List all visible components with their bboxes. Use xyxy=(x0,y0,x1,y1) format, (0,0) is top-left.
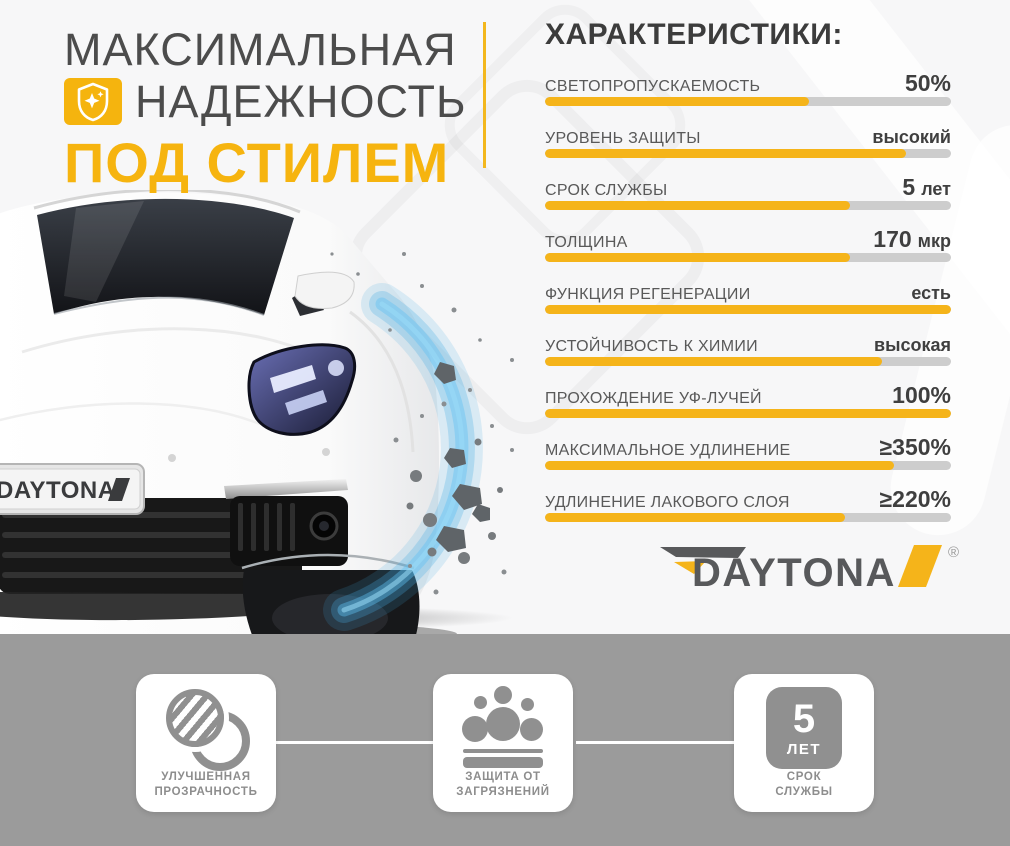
logo-slash-mark xyxy=(898,545,942,587)
char-row-regeneration: ФУНКЦИЯ РЕГЕНЕРАЦИИ есть xyxy=(545,278,951,314)
characteristics-panel: ХАРАКТЕРИСТИКИ: СВЕТОПРОПУСКАЕМОСТЬ 50% … xyxy=(545,16,951,538)
char-value: 170 мкр xyxy=(873,226,951,252)
feature-card-transparency: УЛУЧШЕННАЯ ПРОЗРАЧНОСТЬ xyxy=(136,674,276,812)
char-value: ≥350% xyxy=(879,434,951,460)
progress-bar-fill xyxy=(545,97,809,106)
char-value: 5 лет xyxy=(902,174,951,200)
dirt-protection-icon xyxy=(461,685,545,771)
car-grille xyxy=(0,498,302,594)
card-connector-line xyxy=(276,741,433,744)
char-value: высокий xyxy=(872,127,951,147)
headline-line2: НАДЕЖНОСТЬ xyxy=(135,75,467,127)
feature-card-label: СРОК СЛУЖБЫ xyxy=(775,770,833,799)
progress-bar xyxy=(545,409,951,418)
progress-bar-fill xyxy=(545,461,895,470)
char-value: 100% xyxy=(892,382,951,408)
char-label: ПРОХОЖДЕНИЕ УФ-ЛУЧЕЙ xyxy=(545,390,762,407)
char-row-light-transmission: СВЕТОПРОПУСКАЕМОСТЬ 50% xyxy=(545,70,951,106)
debris-particles xyxy=(330,252,514,595)
headline-line1: МАКСИМАЛЬНАЯ xyxy=(64,24,457,75)
5-years-badge-icon: 5 ЛЕТ xyxy=(766,687,842,769)
progress-bar xyxy=(545,461,951,470)
transparency-circles-icon xyxy=(164,687,250,771)
char-label: СВЕТОПРОПУСКАЕМОСТЬ xyxy=(545,78,761,95)
char-row-protection-level: УРОВЕНЬ ЗАЩИТЫ высокий xyxy=(545,122,951,158)
char-value: есть xyxy=(911,283,951,303)
char-value: высокая xyxy=(874,335,951,355)
char-label: СРОК СЛУЖБЫ xyxy=(545,182,668,199)
char-row-thickness: ТОЛЩИНА 170 мкр xyxy=(545,226,951,262)
headline: МАКСИМАЛЬНАЯ НАДЕЖНОСТЬ ПОД СТИЛЕМ xyxy=(64,26,467,195)
logo-text: DAYTONA xyxy=(692,551,896,595)
feature-band: УЛУЧШЕННАЯ ПРОЗРАЧНОСТЬ ЗАЩИТА ОТ ЗАГРЯЗ… xyxy=(0,634,1010,846)
shield-star-icon xyxy=(64,78,122,126)
years-unit: ЛЕТ xyxy=(786,740,822,758)
progress-bar xyxy=(545,253,951,262)
progress-bar-fill xyxy=(545,305,951,314)
char-label: УРОВЕНЬ ЗАЩИТЫ xyxy=(545,130,701,147)
char-label: УСТОЙЧИВОСТЬ К ХИМИИ xyxy=(545,338,758,355)
progress-bar-fill xyxy=(545,253,850,262)
feature-card-label: УЛУЧШЕННАЯ ПРОЗРАЧНОСТЬ xyxy=(154,770,258,799)
feature-card-label: ЗАЩИТА ОТ ЗАГРЯЗНЕНИЙ xyxy=(456,770,550,799)
char-label: ФУНКЦИЯ РЕГЕНЕРАЦИИ xyxy=(545,286,751,303)
car-chrome-strip xyxy=(224,479,348,499)
plate-slash-mark xyxy=(108,478,130,501)
protection-shield-glow xyxy=(323,283,483,631)
car-illustration: DAYTONA xyxy=(0,190,514,640)
feature-card-service-life: 5 ЛЕТ СРОК СЛУЖБЫ xyxy=(734,674,874,812)
progress-bar xyxy=(545,513,951,522)
progress-bar-fill xyxy=(545,201,850,210)
char-row-uv-transmission: ПРОХОЖДЕНИЕ УФ-ЛУЧЕЙ 100% xyxy=(545,382,951,418)
daytona-logo: DAYTONA ® xyxy=(660,544,959,595)
logo-yellow-wedge xyxy=(674,561,706,574)
card-connector-line xyxy=(576,741,734,744)
progress-bar xyxy=(545,357,951,366)
car-mirror xyxy=(294,271,355,309)
char-row-lacquer-elongation: УДЛИНЕНИЕ ЛАКОВОГО СЛОЯ ≥220% xyxy=(545,486,951,522)
char-label: МАКСИМАЛЬНОЕ УДЛИНЕНИЕ xyxy=(545,442,791,459)
progress-bar-fill xyxy=(545,513,846,522)
logo-wing xyxy=(660,547,746,558)
progress-bar-fill xyxy=(545,149,907,158)
car-windshield xyxy=(37,198,294,315)
feature-card-dirt-protection: ЗАЩИТА ОТ ЗАГРЯЗНЕНИЙ xyxy=(433,674,573,812)
yellow-divider xyxy=(483,22,486,168)
char-row-max-elongation: МАКСИМАЛЬНОЕ УДЛИНЕНИЕ ≥350% xyxy=(545,434,951,470)
char-row-service-life: СРОК СЛУЖБЫ 5 лет xyxy=(545,174,951,210)
char-value: ≥220% xyxy=(879,486,951,512)
plate-text: DAYTONA xyxy=(0,477,116,504)
years-value: 5 xyxy=(792,696,816,741)
progress-bar xyxy=(545,201,951,210)
headline-line3: ПОД СТИЛЕМ xyxy=(64,131,450,195)
char-label: ТОЛЩИНА xyxy=(545,234,628,251)
progress-bar xyxy=(545,97,951,106)
progress-bar xyxy=(545,149,951,158)
progress-bar-fill xyxy=(545,357,882,366)
progress-bar-fill xyxy=(545,409,951,418)
logo-reg-mark: ® xyxy=(948,544,959,561)
char-row-chemical-resistance: УСТОЙЧИВОСТЬ К ХИМИИ высокая xyxy=(545,330,951,366)
progress-bar xyxy=(545,305,951,314)
characteristics-heading: ХАРАКТЕРИСТИКИ: xyxy=(545,18,843,51)
license-plate: DAYTONA xyxy=(0,463,145,515)
char-value: 50% xyxy=(904,70,951,96)
char-label: УДЛИНЕНИЕ ЛАКОВОГО СЛОЯ xyxy=(545,494,790,511)
